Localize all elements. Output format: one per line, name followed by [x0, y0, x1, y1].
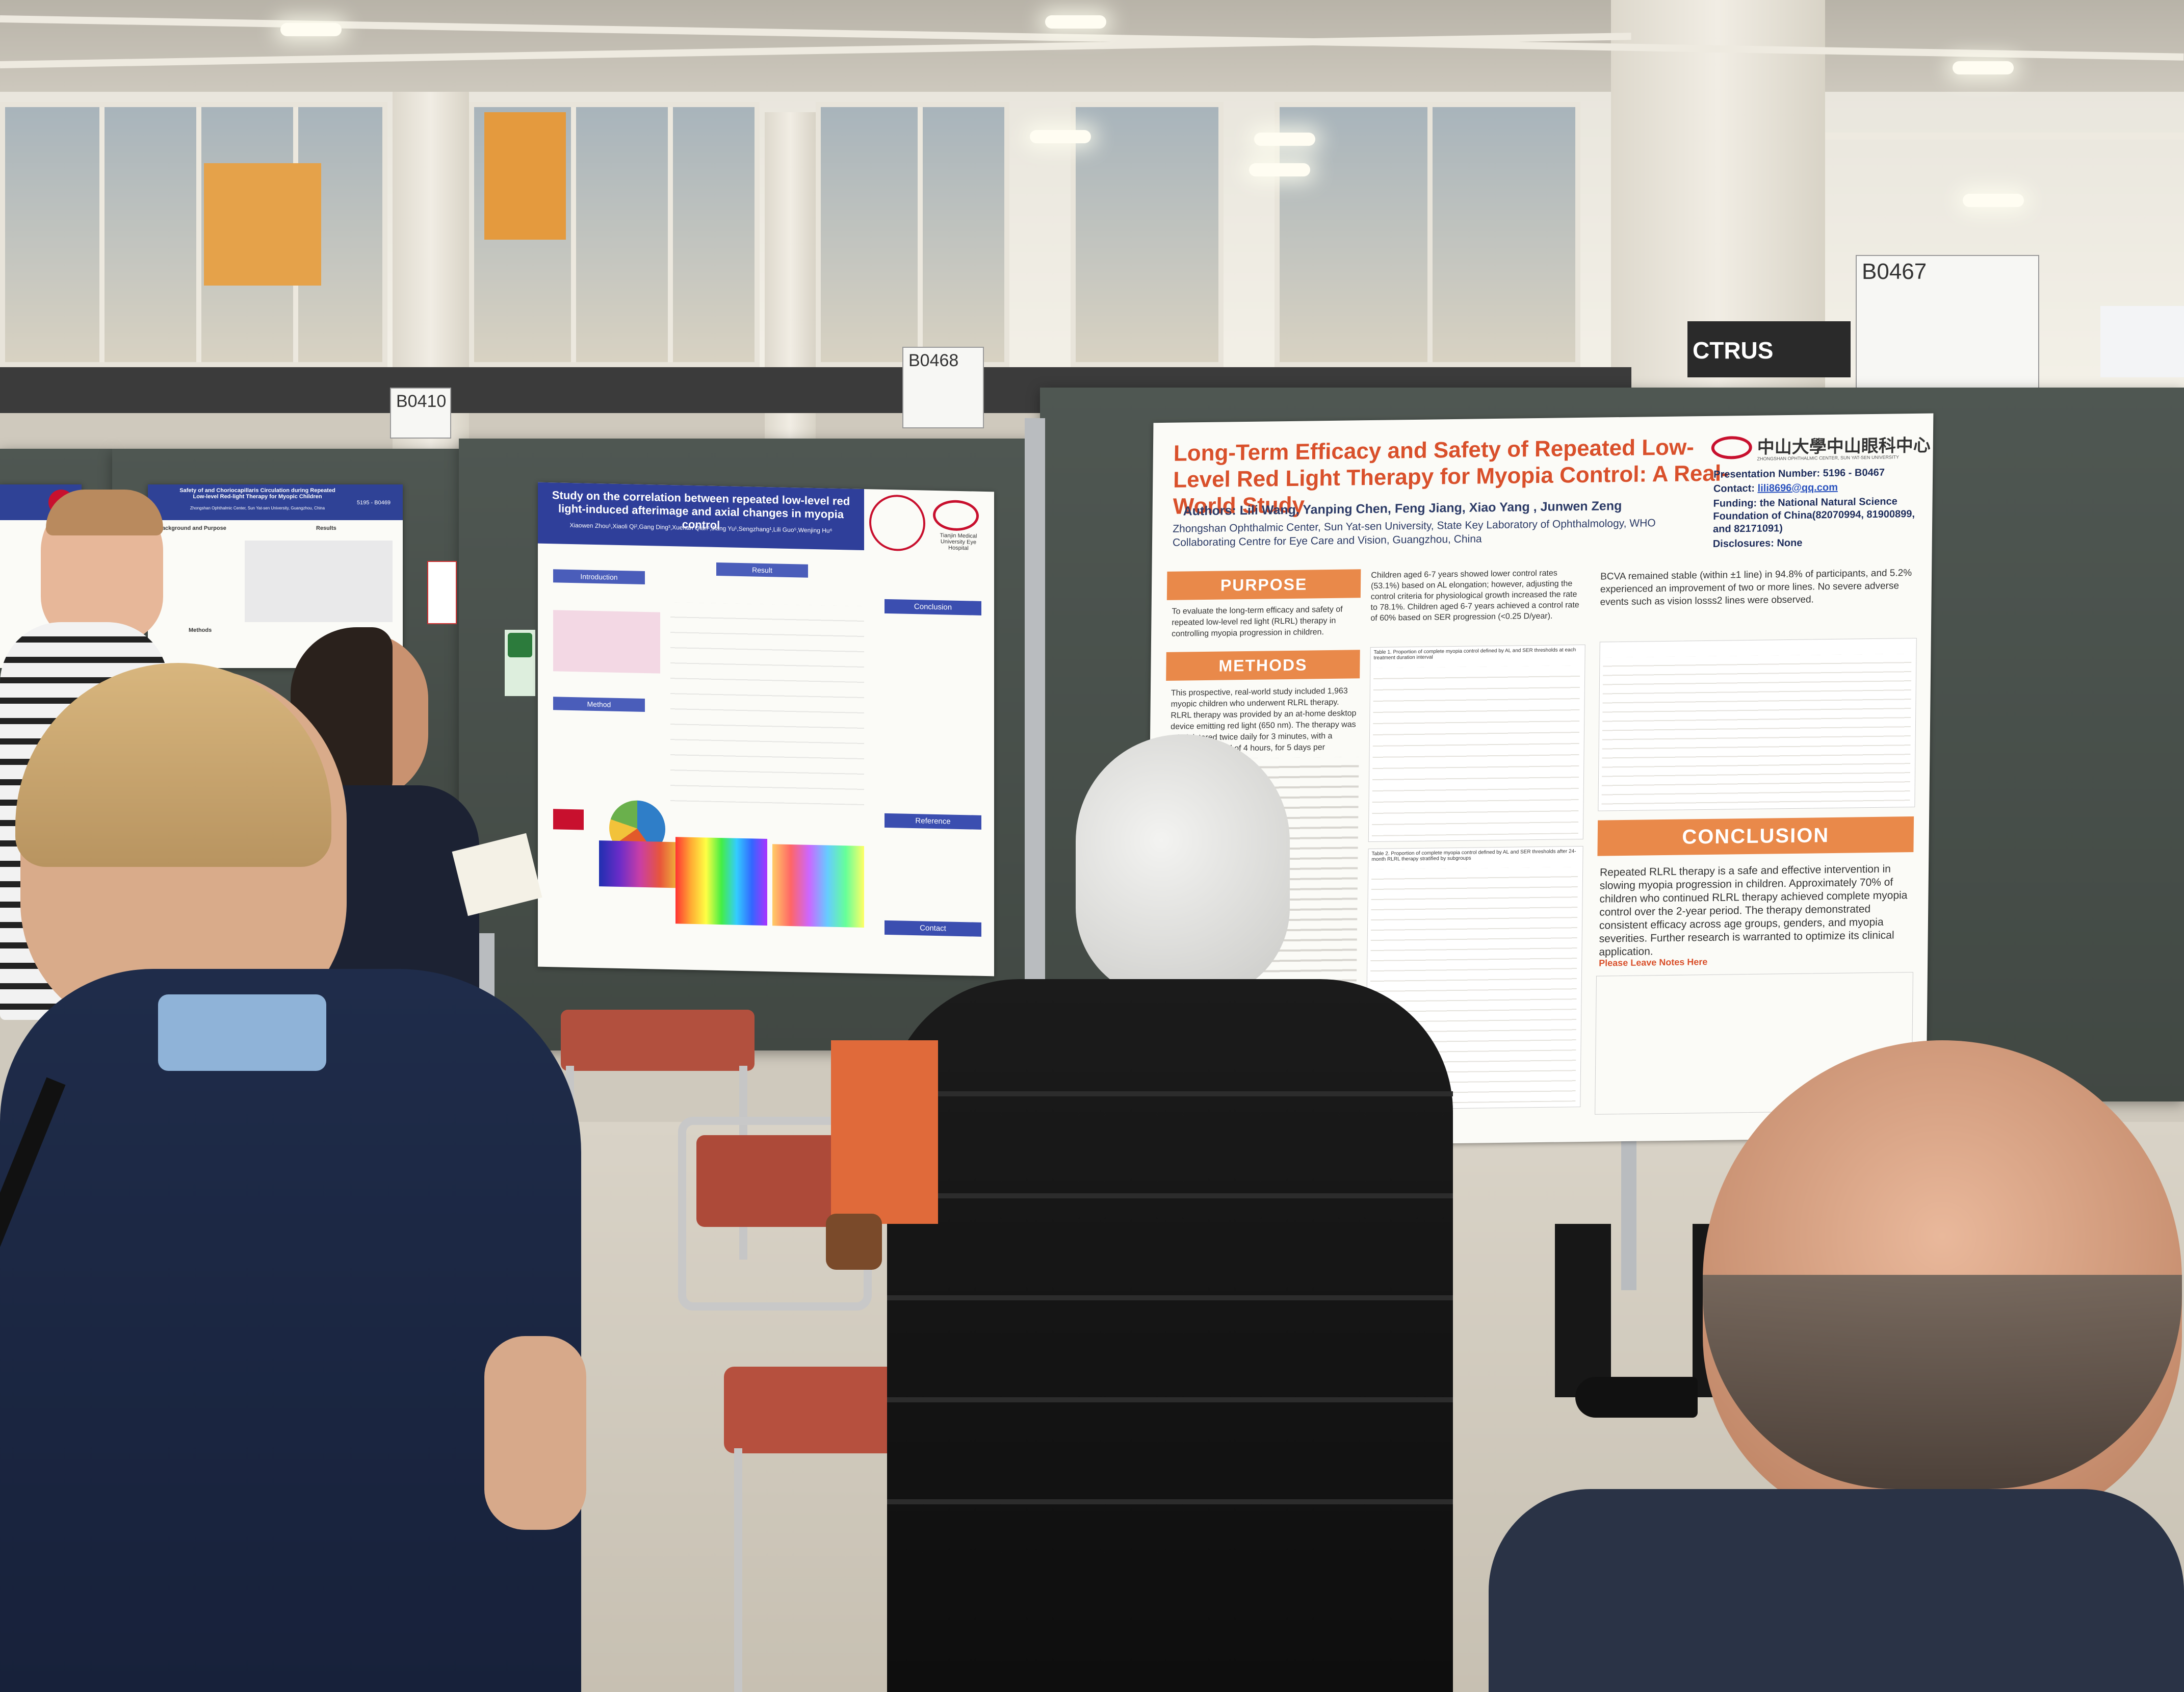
camera-icon	[508, 633, 532, 657]
university-seal-icon	[869, 494, 925, 552]
person-gray-hair-head	[1076, 734, 1290, 999]
booth-number: B0468	[908, 351, 959, 370]
booth-number: B0410	[396, 392, 447, 411]
colormap-figure	[599, 840, 681, 888]
eye-logo-icon	[933, 499, 979, 531]
booth-number: B0467	[1862, 259, 1927, 284]
jacket-quilt-line	[887, 1499, 1453, 1504]
purpose-heading: PURPOSE	[1166, 569, 1361, 600]
methods-heading: METHODS	[1166, 650, 1360, 681]
safety-text: BCVA remained stable (within ±1 line) in…	[1600, 568, 1912, 608]
ceiling-light	[1030, 130, 1091, 143]
banner: CTRUS	[1687, 321, 1851, 377]
window	[469, 102, 760, 367]
funding: Funding: the National Natural Science Fo…	[1712, 496, 1915, 535]
window	[816, 102, 1009, 367]
table-caption: Table 1. Proportion of complete myopia c…	[1373, 647, 1576, 661]
orange-wall	[484, 112, 566, 240]
person-hair	[46, 490, 163, 535]
section-heading: Conclusion	[885, 599, 981, 616]
person-blonde-blazer	[0, 969, 581, 1692]
ceiling-light	[1963, 194, 2024, 207]
conclusion-heading: CONCLUSION	[1597, 816, 1914, 856]
section-heading: Method	[553, 697, 645, 712]
jacket-quilt-line	[887, 1193, 1453, 1198]
results-text: Children aged 6-7 years showed lower con…	[1370, 569, 1579, 623]
person-legs	[1555, 1224, 1611, 1397]
ceiling-light	[1953, 61, 2014, 74]
table-1: Table 1. Proportion of complete myopia c…	[1368, 644, 1585, 842]
conclusion-text: Repeated RLRL therapy is a safe and effe…	[1599, 863, 1908, 958]
contact-email[interactable]: lili8696@qq.com	[1757, 481, 1838, 494]
pillar	[393, 92, 469, 510]
color-grid-figure	[675, 837, 767, 926]
institution-name: Tianjin Medical University Eye Hospital	[940, 532, 977, 552]
board-frame	[1025, 418, 1045, 1081]
hand	[484, 1336, 586, 1530]
jacket-quilt-line	[887, 1397, 1453, 1402]
color-grid-figure	[772, 844, 864, 928]
table-caption: Table 2. Proportion of complete myopia c…	[1371, 849, 1576, 863]
contact-label: Contact:	[1713, 482, 1755, 495]
poster-header: Study on the correlation between repeate…	[538, 482, 864, 551]
section-heading: Result	[716, 562, 808, 578]
orange-wall	[204, 163, 321, 286]
ceiling-light	[1249, 163, 1310, 176]
folding-chair-seat	[561, 1010, 755, 1071]
no-sign	[427, 561, 457, 624]
section-heading: Results	[316, 525, 336, 531]
poster-title: Safety of and Choriocapillaris Circulati…	[179, 488, 335, 500]
ceiling-light	[280, 23, 342, 36]
disclosures: Disclosures: None	[1712, 537, 1803, 550]
shirt-collar	[158, 994, 326, 1071]
booth-sign-middle: B0468	[902, 347, 984, 428]
chair-backrest	[696, 1135, 854, 1227]
poster-number: 5195 - B0469	[357, 500, 391, 506]
eye-logo-icon	[1711, 435, 1752, 459]
table-body	[1601, 654, 1912, 806]
section-heading: Methods	[189, 627, 212, 633]
window	[1427, 102, 1580, 367]
section-heading: Background and Purpose	[158, 525, 226, 531]
window	[1071, 102, 1224, 367]
photo-allowed-sign	[505, 630, 535, 696]
window	[1275, 102, 1453, 367]
person-bald-jacket	[1489, 1489, 2184, 1692]
ceiling-beam	[1825, 133, 2184, 140]
table-3	[1598, 637, 1917, 811]
highlight-box	[553, 610, 660, 674]
figure-panel	[245, 541, 393, 622]
poster-middle: Study on the correlation between repeate…	[538, 482, 994, 977]
figure-swatch	[553, 809, 584, 830]
table-body	[1371, 665, 1580, 837]
purpose-text: To evaluate the long-term efficacy and s…	[1172, 605, 1343, 638]
jacket-quilt-line	[887, 1295, 1453, 1300]
banner-text: CTRUS	[1693, 337, 1774, 364]
poster-affiliation: Zhongshan Ophthalmic Center, Sun Yat-sen…	[190, 506, 325, 510]
person-black-puffer-jacket	[887, 979, 1453, 1692]
chair-leg	[734, 1448, 742, 1692]
section-heading: Reference	[885, 813, 981, 830]
window	[0, 102, 387, 367]
jacket-quilt-line	[887, 1091, 1453, 1096]
booth-sign-small: B0410	[390, 388, 451, 439]
section-heading: Contact	[885, 920, 981, 937]
shoe	[826, 1214, 882, 1270]
notes-label: Please Leave Notes Here	[1599, 956, 1708, 968]
presentation-number: Presentation Number: 5196 - B0467	[1713, 467, 1885, 480]
poster-header: Safety of and Choriocapillaris Circulati…	[148, 484, 403, 520]
ceiling-light	[1045, 15, 1106, 29]
chart-panel	[670, 602, 864, 806]
banner-right	[2100, 306, 2184, 377]
high-heel-shoe	[1575, 1377, 1698, 1418]
poster-left: Safety of and Choriocapillaris Circulati…	[148, 484, 403, 668]
person-orange-trousers	[831, 1040, 938, 1224]
ceiling-light	[1254, 133, 1315, 146]
section-heading: Introduction	[553, 569, 645, 585]
contact-line: Contact: lili8696@qq.com	[1713, 481, 1928, 495]
booth-sign-main: B0467	[1856, 255, 2039, 398]
